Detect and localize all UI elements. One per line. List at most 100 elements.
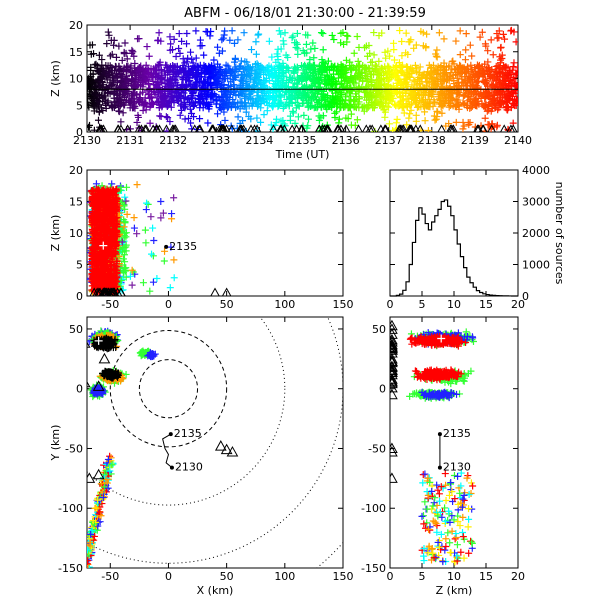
x-height-source: [166, 284, 174, 292]
time-height-source: [252, 50, 260, 58]
time-height-source: [309, 88, 317, 96]
time-height-source: [236, 63, 244, 71]
x-height-source: [129, 268, 137, 276]
time-height-source: [188, 109, 196, 117]
x-height-source: [149, 224, 157, 232]
time-height-source: [407, 106, 415, 114]
time-height-source: [166, 86, 174, 94]
x-height-source-highlight: [99, 241, 108, 250]
time-height-source: [87, 41, 94, 49]
x-height-source: [121, 258, 129, 266]
time-height-source: [366, 71, 374, 79]
time-height-source: [312, 103, 320, 111]
ground-strike-marker: [96, 124, 106, 132]
time-height-source: [510, 28, 518, 36]
time-height-source: [110, 89, 118, 97]
time-height-source: [196, 42, 204, 50]
time-height-source: [496, 79, 504, 87]
time-height-source: [283, 95, 291, 103]
time-height-source: [95, 108, 103, 116]
x-height-source: [121, 193, 129, 201]
time-height-source: [116, 100, 124, 108]
x-height-source: [113, 257, 121, 265]
ground-strike-marker: [155, 124, 164, 132]
time-height-source: [256, 77, 264, 85]
time-height-source: [317, 29, 325, 37]
time-height-source: [202, 27, 210, 35]
time-height-source: [403, 102, 411, 110]
time-height-source: [462, 30, 470, 38]
time-height-source: [384, 47, 392, 55]
time-height-source: [164, 114, 172, 122]
time-height-source: [172, 52, 180, 60]
y-axis-label: Y (km): [49, 425, 62, 462]
time-height-source: [351, 121, 359, 129]
y-tick-label: 10: [69, 73, 83, 86]
time-height-source: [435, 29, 443, 37]
ground-strike-marker: [506, 124, 516, 132]
time-height-source: [347, 74, 355, 82]
time-height-source: [222, 87, 230, 95]
time-height-source: [473, 61, 481, 69]
time-height-source: [134, 113, 142, 121]
time-height-source: [460, 78, 468, 86]
time-height-source: [408, 100, 416, 108]
time-height-source: [136, 99, 144, 107]
time-height-source: [443, 70, 451, 78]
time-height-source: [250, 82, 258, 90]
time-height-source: [484, 87, 492, 95]
time-height-source: [430, 67, 438, 75]
time-height-source: [385, 70, 393, 78]
time-height-source: [162, 85, 170, 93]
x-height-source: [89, 212, 97, 220]
time-height-source: [328, 87, 336, 95]
time-height-source: [205, 105, 213, 113]
time-height-source: [279, 79, 287, 87]
time-height-source: [193, 75, 201, 83]
time-height-source: [337, 91, 345, 99]
x-height-source: [109, 277, 117, 285]
time-height-source: [361, 64, 369, 72]
time-height-source: [288, 99, 296, 107]
time-height-source: [277, 45, 285, 53]
x-height-source: [133, 181, 141, 189]
time-height-source: [108, 50, 116, 58]
time-height-source: [328, 31, 336, 39]
time-height-source: [293, 29, 301, 37]
time-height-source: [218, 36, 226, 44]
time-height-source: [350, 49, 358, 57]
time-height-source: [204, 119, 212, 127]
ground-strike-marker: [217, 124, 227, 132]
time-height-source: [319, 112, 327, 120]
x-height-source: [157, 198, 165, 206]
time-height-source: [410, 44, 418, 52]
time-height-source: [174, 93, 182, 101]
time-height-source: [162, 61, 170, 69]
time-height-source: [361, 44, 369, 52]
time-height-source: [134, 35, 142, 43]
time-height-source: [491, 91, 499, 99]
time-height-source: [243, 58, 251, 66]
time-height-source: [370, 29, 378, 37]
y-tick-label: 50: [69, 323, 83, 336]
x-tick-label: 0: [165, 298, 172, 311]
time-height-source: [283, 63, 291, 71]
time-height-source: [173, 72, 181, 80]
time-height-source: [466, 41, 474, 49]
x-tick-label: 15: [479, 298, 493, 311]
time-height-source: [228, 27, 236, 35]
time-height-source: [476, 33, 484, 41]
time-height-source: [254, 31, 262, 39]
time-height-source: [264, 67, 272, 75]
time-height-source: [225, 66, 233, 74]
x-tick-label: 2138: [418, 134, 446, 147]
time-height-source: [242, 99, 249, 107]
time-height-source: [318, 68, 326, 76]
x-height-source: [113, 228, 121, 236]
time-height-source: [217, 81, 225, 89]
time-height-source: [245, 102, 253, 110]
time-height-source: [390, 46, 398, 54]
time-height-source: [167, 81, 175, 89]
time-height-source: [257, 86, 265, 94]
